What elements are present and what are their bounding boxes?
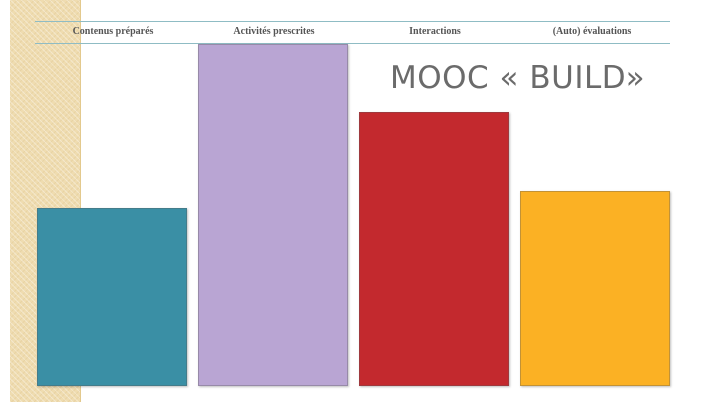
slide-title: MOOC « BUILD» — [390, 60, 646, 96]
bar-interactions — [359, 112, 509, 386]
header-rule-top — [35, 21, 670, 22]
category-label-activites-prescrites: Activités prescrites — [233, 26, 315, 37]
bar-activites-prescrites — [198, 44, 348, 386]
category-label-auto-evaluations: (Auto) évaluations — [552, 26, 632, 37]
category-label-contenus-prepares: Contenus préparés — [72, 26, 154, 37]
header-rule-bottom — [35, 43, 670, 44]
bar-contenus-prepares — [37, 208, 187, 386]
decorative-side-band — [10, 0, 81, 402]
category-label-interactions: Interactions — [409, 26, 461, 37]
bar-auto-evaluations — [520, 191, 670, 386]
